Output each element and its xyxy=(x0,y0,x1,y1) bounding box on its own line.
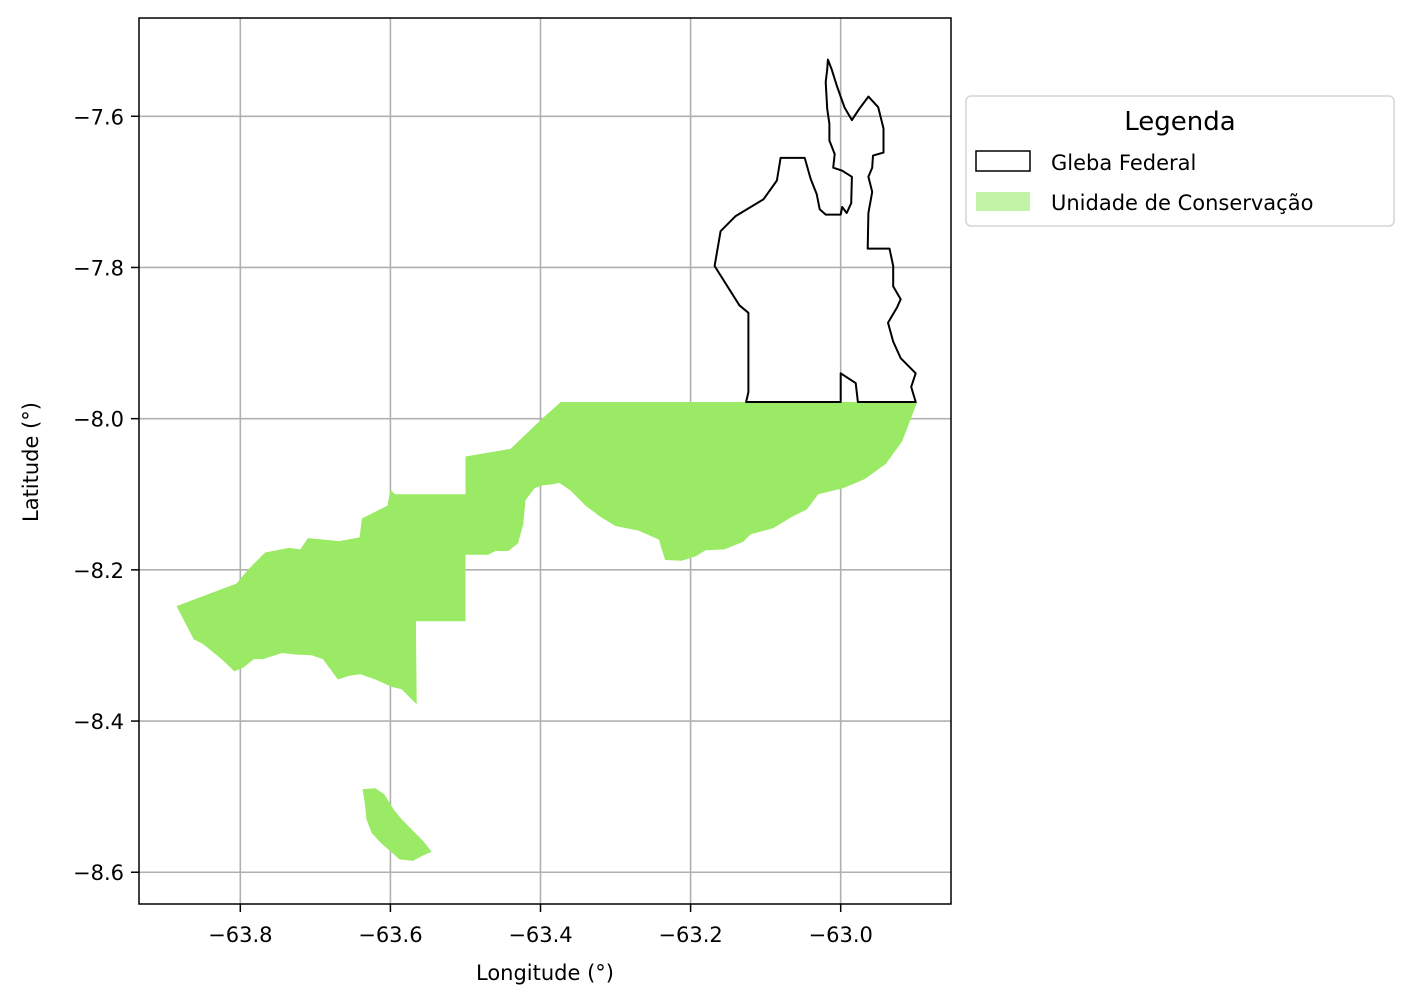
legend-label-unidade-conservacao: Unidade de Conservação xyxy=(1051,191,1313,215)
x-axis-ticks: −63.8 −63.6 −63.4 −63.2 −63.0 xyxy=(208,904,873,947)
federal-gleba-polygon-0 xyxy=(713,58,917,403)
x-tick-label-0: −63.8 xyxy=(208,923,272,947)
conservation-unit-polygon-0 xyxy=(176,402,918,705)
legend-title: Legenda xyxy=(1124,107,1235,137)
y-tick-label-4: −8.4 xyxy=(73,710,124,734)
y-tick-label-0: −7.6 xyxy=(73,105,124,129)
y-axis-ticks: −7.6 −7.8 −8.0 −8.2 −8.4 −8.6 xyxy=(73,105,139,885)
legend-swatch-gleba-federal xyxy=(975,150,1031,172)
legend-box xyxy=(965,95,1395,227)
y-axis-label: Latitude (°) xyxy=(19,402,43,522)
conservation-unit-layer xyxy=(176,402,918,861)
y-tick-label-1: −7.8 xyxy=(73,256,124,280)
y-tick-label-3: −8.2 xyxy=(73,559,124,583)
y-tick-label-5: −8.6 xyxy=(73,861,124,885)
y-tick-label-2: −8.0 xyxy=(73,408,124,432)
x-tick-label-2: −63.4 xyxy=(508,923,572,947)
plot-frame xyxy=(138,17,952,905)
x-tick-label-3: −63.2 xyxy=(658,923,722,947)
conservation-unit-polygon-1 xyxy=(362,788,432,861)
legend: Legenda Gleba Federal Unidade de Conserv… xyxy=(965,95,1395,227)
x-axis-label: Longitude (°) xyxy=(476,961,614,985)
x-tick-label-1: −63.6 xyxy=(358,923,422,947)
federal-gleba-layer xyxy=(713,58,917,403)
legend-swatch-unidade-conservacao xyxy=(976,192,1030,211)
legend-label-gleba-federal: Gleba Federal xyxy=(1051,151,1196,175)
x-tick-label-4: −63.0 xyxy=(809,923,873,947)
